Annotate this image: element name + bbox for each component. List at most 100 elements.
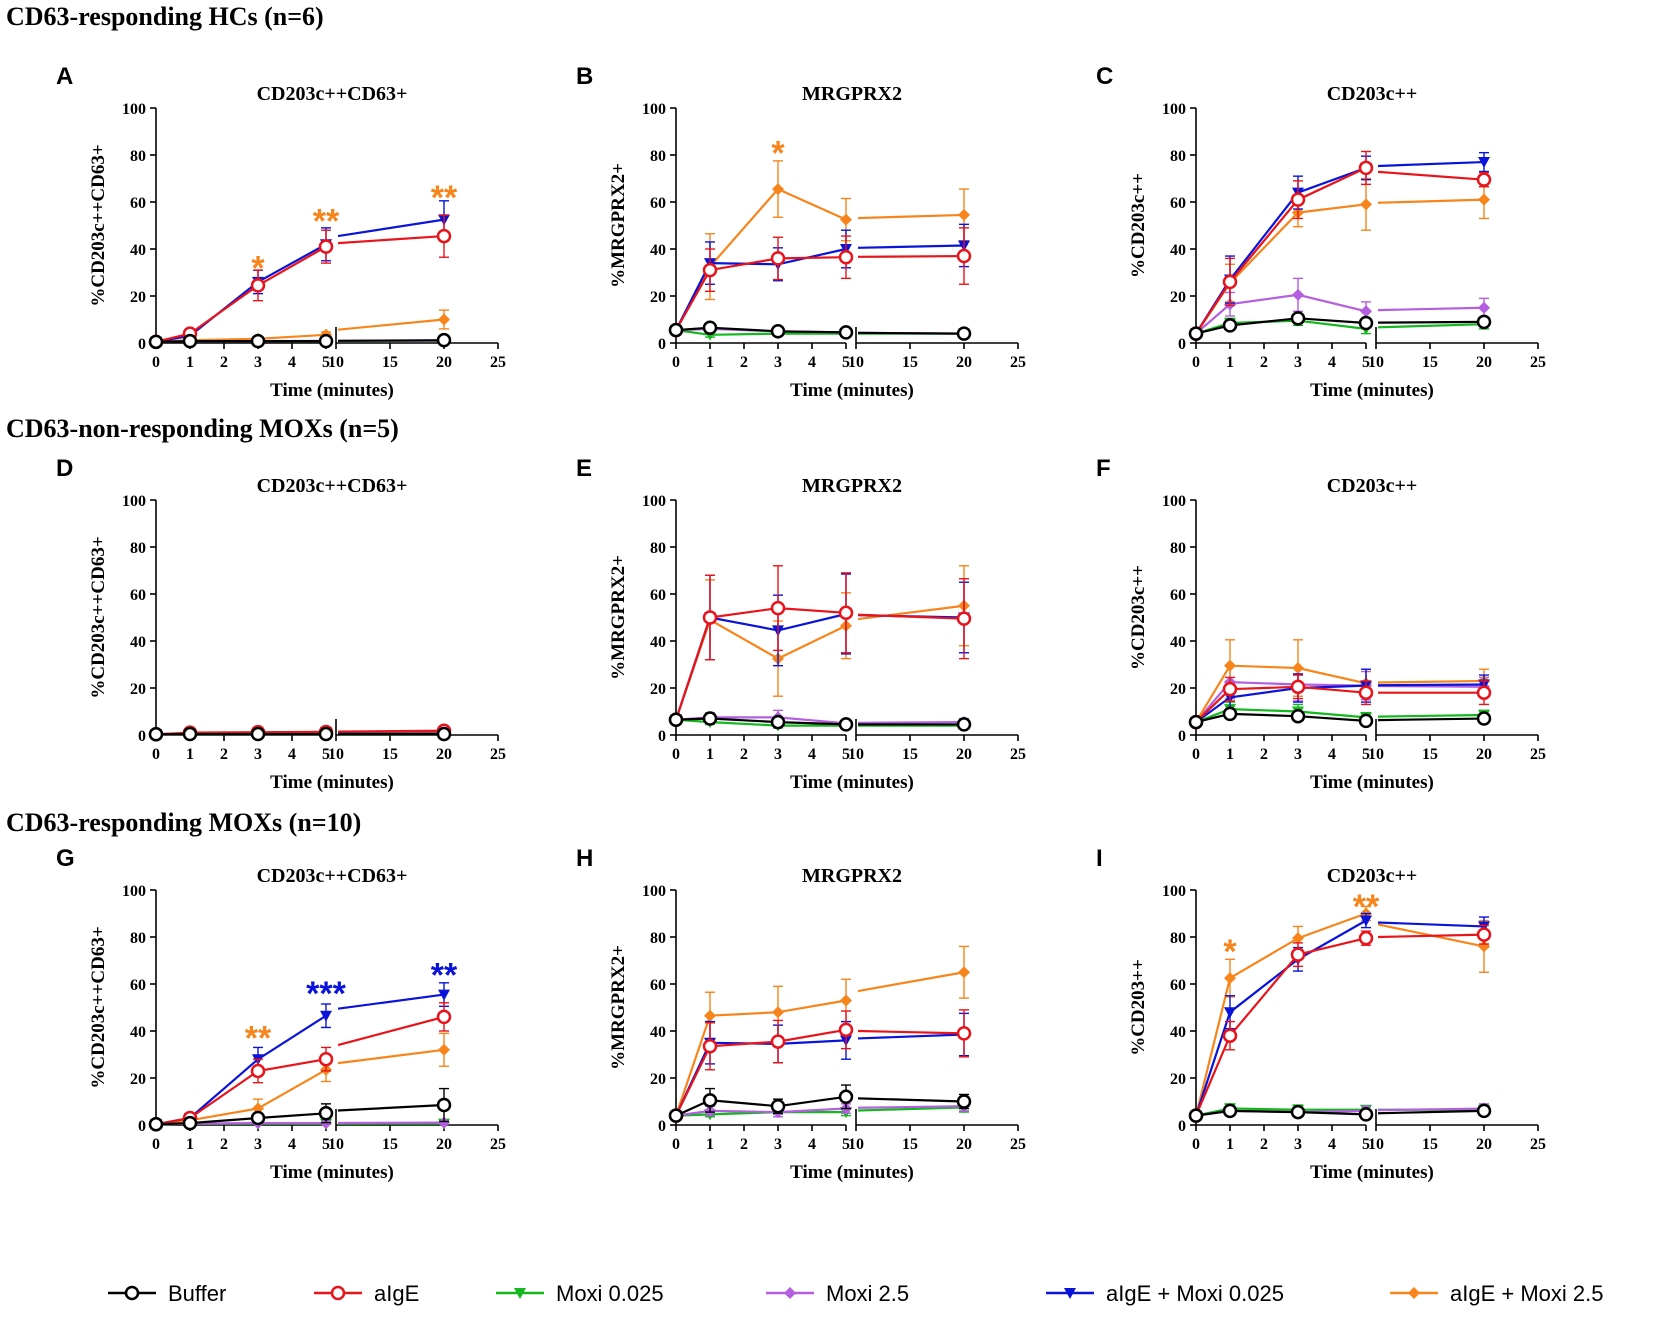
data-point (436, 726, 452, 742)
series-line-right (1377, 933, 1485, 939)
data-point (1290, 947, 1306, 962)
x-tick-label: 4 (288, 746, 296, 763)
x-tick-label: 0 (152, 354, 160, 371)
x-tick-label: 10 (1368, 1136, 1384, 1153)
x-axis-label: Time (minutes) (1310, 380, 1434, 401)
series-line-right (857, 1033, 965, 1040)
legend-label-moxi25: Moxi 2.5 (826, 1281, 910, 1306)
data-point (770, 251, 786, 266)
data-point (1358, 713, 1374, 729)
y-tick-label: 100 (642, 101, 666, 118)
x-axis-label: Time (minutes) (270, 1162, 394, 1183)
data-point (838, 1022, 854, 1038)
legend-label-aige: aIgE (374, 1281, 420, 1306)
y-tick-label: 100 (642, 493, 666, 510)
x-tick-label: 5 (1362, 746, 1370, 763)
significance-annotation: * (1223, 933, 1237, 971)
x-tick-label: 1 (186, 746, 194, 763)
series-line-left (155, 245, 327, 343)
series-line-left (675, 1028, 847, 1117)
x-tick-label: 3 (254, 354, 262, 371)
series-buffer (668, 320, 972, 341)
panel-letter: B (576, 63, 593, 90)
series-aige (668, 227, 972, 338)
data-point (770, 1034, 786, 1049)
y-tick-label: 20 (1170, 289, 1186, 306)
x-tick-label: 2 (220, 354, 228, 371)
series-line-right (857, 1105, 965, 1109)
data-point (1188, 714, 1204, 730)
y-tick-label: 100 (1162, 883, 1186, 900)
data-point (772, 1006, 784, 1019)
y-tick-label: 20 (1170, 681, 1186, 698)
x-tick-label: 20 (1476, 746, 1492, 763)
x-tick-label: 3 (1294, 354, 1302, 371)
series-line-right (1377, 160, 1485, 168)
data-point (1290, 311, 1306, 326)
x-tick-label: 15 (382, 1136, 398, 1153)
x-tick-label: 5 (1362, 354, 1370, 371)
y-tick-label: 0 (658, 336, 666, 353)
x-axis-label: Time (minutes) (790, 380, 914, 401)
data-point (1478, 301, 1490, 314)
series-line-right (1377, 198, 1485, 204)
x-tick-label: 15 (902, 1136, 918, 1153)
x-tick-label: 0 (672, 354, 680, 371)
series-aige (148, 1002, 452, 1132)
data-point (1358, 160, 1374, 176)
x-tick-label: 2 (1260, 354, 1268, 371)
series-buffer (668, 1084, 972, 1123)
series-line-right (337, 218, 445, 238)
data-point (702, 320, 718, 335)
x-tick-label: 15 (382, 746, 398, 763)
y-tick-label: 0 (658, 728, 666, 745)
data-point (838, 717, 854, 732)
x-tick-label: 10 (1368, 354, 1384, 371)
data-point (438, 313, 450, 326)
legend-label-buffer: Buffer (168, 1281, 227, 1306)
data-point (1222, 681, 1238, 697)
data-point (436, 1009, 452, 1025)
y-tick-label: 80 (130, 148, 146, 165)
x-tick-label: 1 (186, 354, 194, 371)
significance-annotation: * (771, 134, 785, 172)
legend-marker-aige-moxi0025 (1046, 1288, 1094, 1299)
panel-title: MRGPRX2 (802, 475, 902, 497)
series-buffer (1188, 311, 1492, 341)
y-axis-label: %MRGPRX2+ (608, 163, 629, 288)
y-axis-label: %MRGPRX2+ (608, 945, 629, 1070)
x-tick-label: 25 (1010, 354, 1026, 371)
y-tick-label: 20 (650, 681, 666, 698)
y-tick-label: 80 (650, 930, 666, 947)
data-point (668, 712, 684, 727)
data-point (1188, 1108, 1204, 1123)
panel-D: DCD203c++CD63+020406080100%CD203c++CD63+… (56, 455, 506, 793)
x-tick-label: 5 (322, 1136, 330, 1153)
x-tick-label: 25 (1010, 746, 1026, 763)
data-point (838, 249, 854, 265)
x-axis-label: Time (minutes) (790, 772, 914, 793)
panel-title: MRGPRX2 (802, 865, 902, 887)
x-tick-label: 1 (1226, 746, 1234, 763)
x-tick-label: 25 (490, 746, 506, 763)
x-tick-label: 3 (1294, 746, 1302, 763)
y-tick-label: 80 (650, 148, 666, 165)
y-tick-label: 0 (138, 1118, 146, 1135)
x-tick-label: 20 (436, 746, 452, 763)
y-tick-label: 20 (130, 1071, 146, 1088)
series-line-right (1377, 717, 1485, 722)
data-point (182, 726, 198, 742)
data-point (1222, 274, 1238, 290)
y-tick-label: 60 (130, 587, 146, 604)
x-tick-label: 5 (842, 354, 850, 371)
series-line-right (1377, 713, 1485, 718)
x-tick-label: 15 (1422, 1136, 1438, 1153)
series-line-left (155, 243, 327, 343)
section-title-nonresponding-mox: CD63-non-responding MOXs (n=5) (6, 414, 399, 443)
series-line-right (857, 331, 965, 335)
x-tick-label: 10 (328, 1136, 344, 1153)
series-line-left (1195, 293, 1367, 335)
y-axis-label: %CD203c++CD63+ (88, 926, 109, 1088)
series-line-right (1377, 323, 1485, 329)
